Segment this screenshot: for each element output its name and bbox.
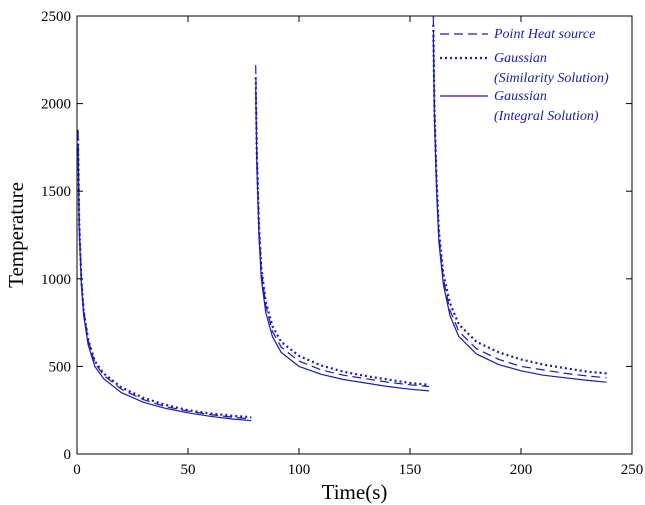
legend: Point Heat source Gaussian (Similarity Sol… xyxy=(440,27,609,124)
legend-label: (Similarity Solution) xyxy=(494,71,609,86)
legend-label: Gaussian xyxy=(494,51,547,66)
legend-label: (Integral Solution) xyxy=(494,109,599,124)
legend-label: Gaussian xyxy=(494,89,547,104)
legend-entry-3: Gaussian (Integral Solution) xyxy=(440,89,599,124)
y-tick-label: 2500 xyxy=(41,9,71,25)
series-solid xyxy=(77,36,607,422)
series-solid-segment-3 xyxy=(432,36,607,383)
x-tick-label: 100 xyxy=(288,462,311,478)
y-tick-label: 0 xyxy=(64,447,72,463)
plot-frame xyxy=(76,15,633,455)
legend-entry-2: Gaussian (Similarity Solution) xyxy=(440,51,609,86)
series-solid-segment-2 xyxy=(255,89,429,392)
y-axis-title: Temperature xyxy=(4,182,28,288)
x-tick-label: 150 xyxy=(399,462,422,478)
x-tick-label: 200 xyxy=(510,462,533,478)
y-tick-label: 2000 xyxy=(41,97,71,113)
y-tick-label: 1000 xyxy=(41,272,71,288)
x-tick-label: 250 xyxy=(621,462,644,478)
series-dotted-segment-1 xyxy=(77,138,252,419)
series-solid-segment-1 xyxy=(77,147,252,422)
legend-label: Point Heat source xyxy=(493,27,595,42)
y-tick-label: 500 xyxy=(49,359,72,375)
x-axis-title: Time(s) xyxy=(322,480,388,504)
y-tick-label: 1500 xyxy=(41,184,71,200)
legend-entry-1: Point Heat source xyxy=(440,27,595,42)
x-tick-label: 50 xyxy=(181,462,196,478)
series-dotted-segment-3 xyxy=(432,24,607,375)
series-layer xyxy=(77,15,607,422)
x-tick-label: 0 xyxy=(73,462,81,478)
